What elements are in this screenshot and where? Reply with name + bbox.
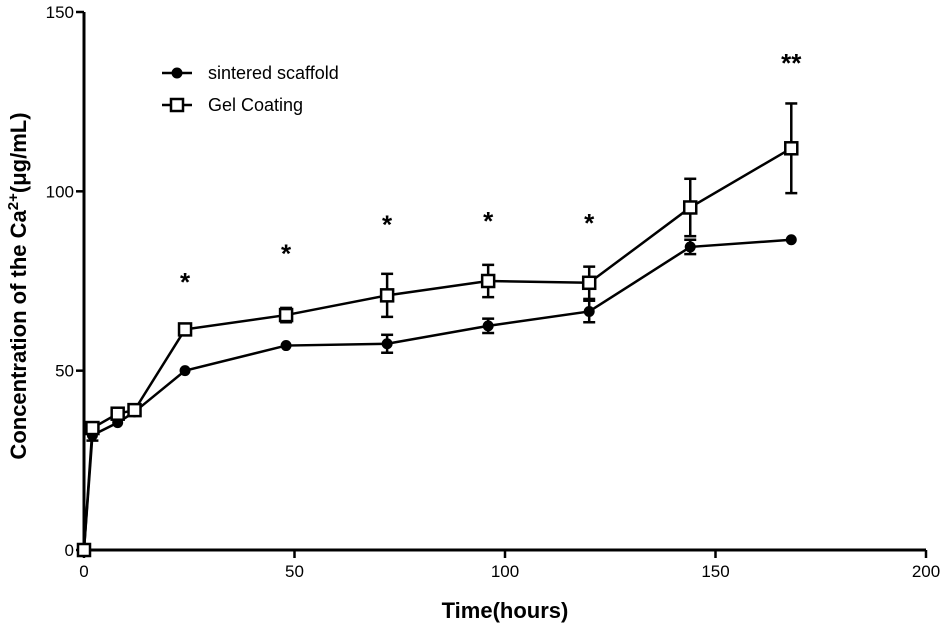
- data-point: [85, 420, 100, 436]
- y-tick-label: 0: [65, 541, 74, 560]
- y-tick-label: 150: [46, 3, 74, 22]
- data-point: [278, 307, 294, 323]
- y-axis-title: Concentration of the Ca2+(μg/mL): [5, 112, 31, 459]
- ticks: 0 50 100 150 200 0 50 100 150: [46, 3, 941, 581]
- data-point: [110, 406, 125, 421]
- significance-annotations: *** * ***: [180, 48, 802, 297]
- data-point: [127, 402, 142, 418]
- legend-label-sintered: sintered scaffold: [208, 63, 339, 83]
- x-tick-label: 100: [491, 562, 519, 581]
- significance-marker: *: [483, 206, 494, 236]
- legend-marker-gel: [169, 97, 185, 113]
- x-tick-label: 50: [285, 562, 304, 581]
- data-point: [480, 273, 496, 289]
- data-point: [381, 338, 393, 350]
- data-point: [482, 320, 494, 332]
- y-tick-label: 100: [46, 182, 74, 201]
- data-point: [581, 275, 597, 291]
- y-tick-label: 50: [55, 362, 74, 381]
- data-point: [177, 322, 193, 337]
- x-tick-label: 0: [79, 562, 88, 581]
- significance-marker: *: [180, 267, 191, 297]
- significance-marker: *: [281, 238, 292, 268]
- data-point: [179, 365, 191, 377]
- significance-marker: **: [781, 48, 802, 78]
- series-layer: [76, 102, 799, 558]
- significance-marker: *: [382, 210, 393, 240]
- data-point: [684, 241, 696, 253]
- series-gel-coating: [76, 102, 799, 558]
- legend-marker-sintered: [171, 67, 183, 79]
- data-point: [76, 542, 92, 558]
- data-point: [784, 141, 799, 156]
- data-point: [682, 200, 698, 215]
- x-tick-label: 150: [701, 562, 729, 581]
- y-axis-title-main: Concentration of the Ca: [6, 209, 31, 459]
- x-tick-label: 200: [912, 562, 940, 581]
- y-axis-title-unit: (μg/mL): [6, 112, 31, 193]
- data-point: [280, 340, 292, 352]
- data-point: [785, 234, 797, 246]
- data-point: [379, 288, 395, 303]
- legend-label-gel: Gel Coating: [208, 95, 303, 115]
- y-axis-title-superscript: 2+: [5, 193, 22, 210]
- data-point: [583, 305, 595, 317]
- legend: sintered scaffold Gel Coating: [162, 63, 339, 115]
- x-axis-title: Time(hours): [442, 598, 569, 623]
- significance-marker: *: [584, 208, 595, 238]
